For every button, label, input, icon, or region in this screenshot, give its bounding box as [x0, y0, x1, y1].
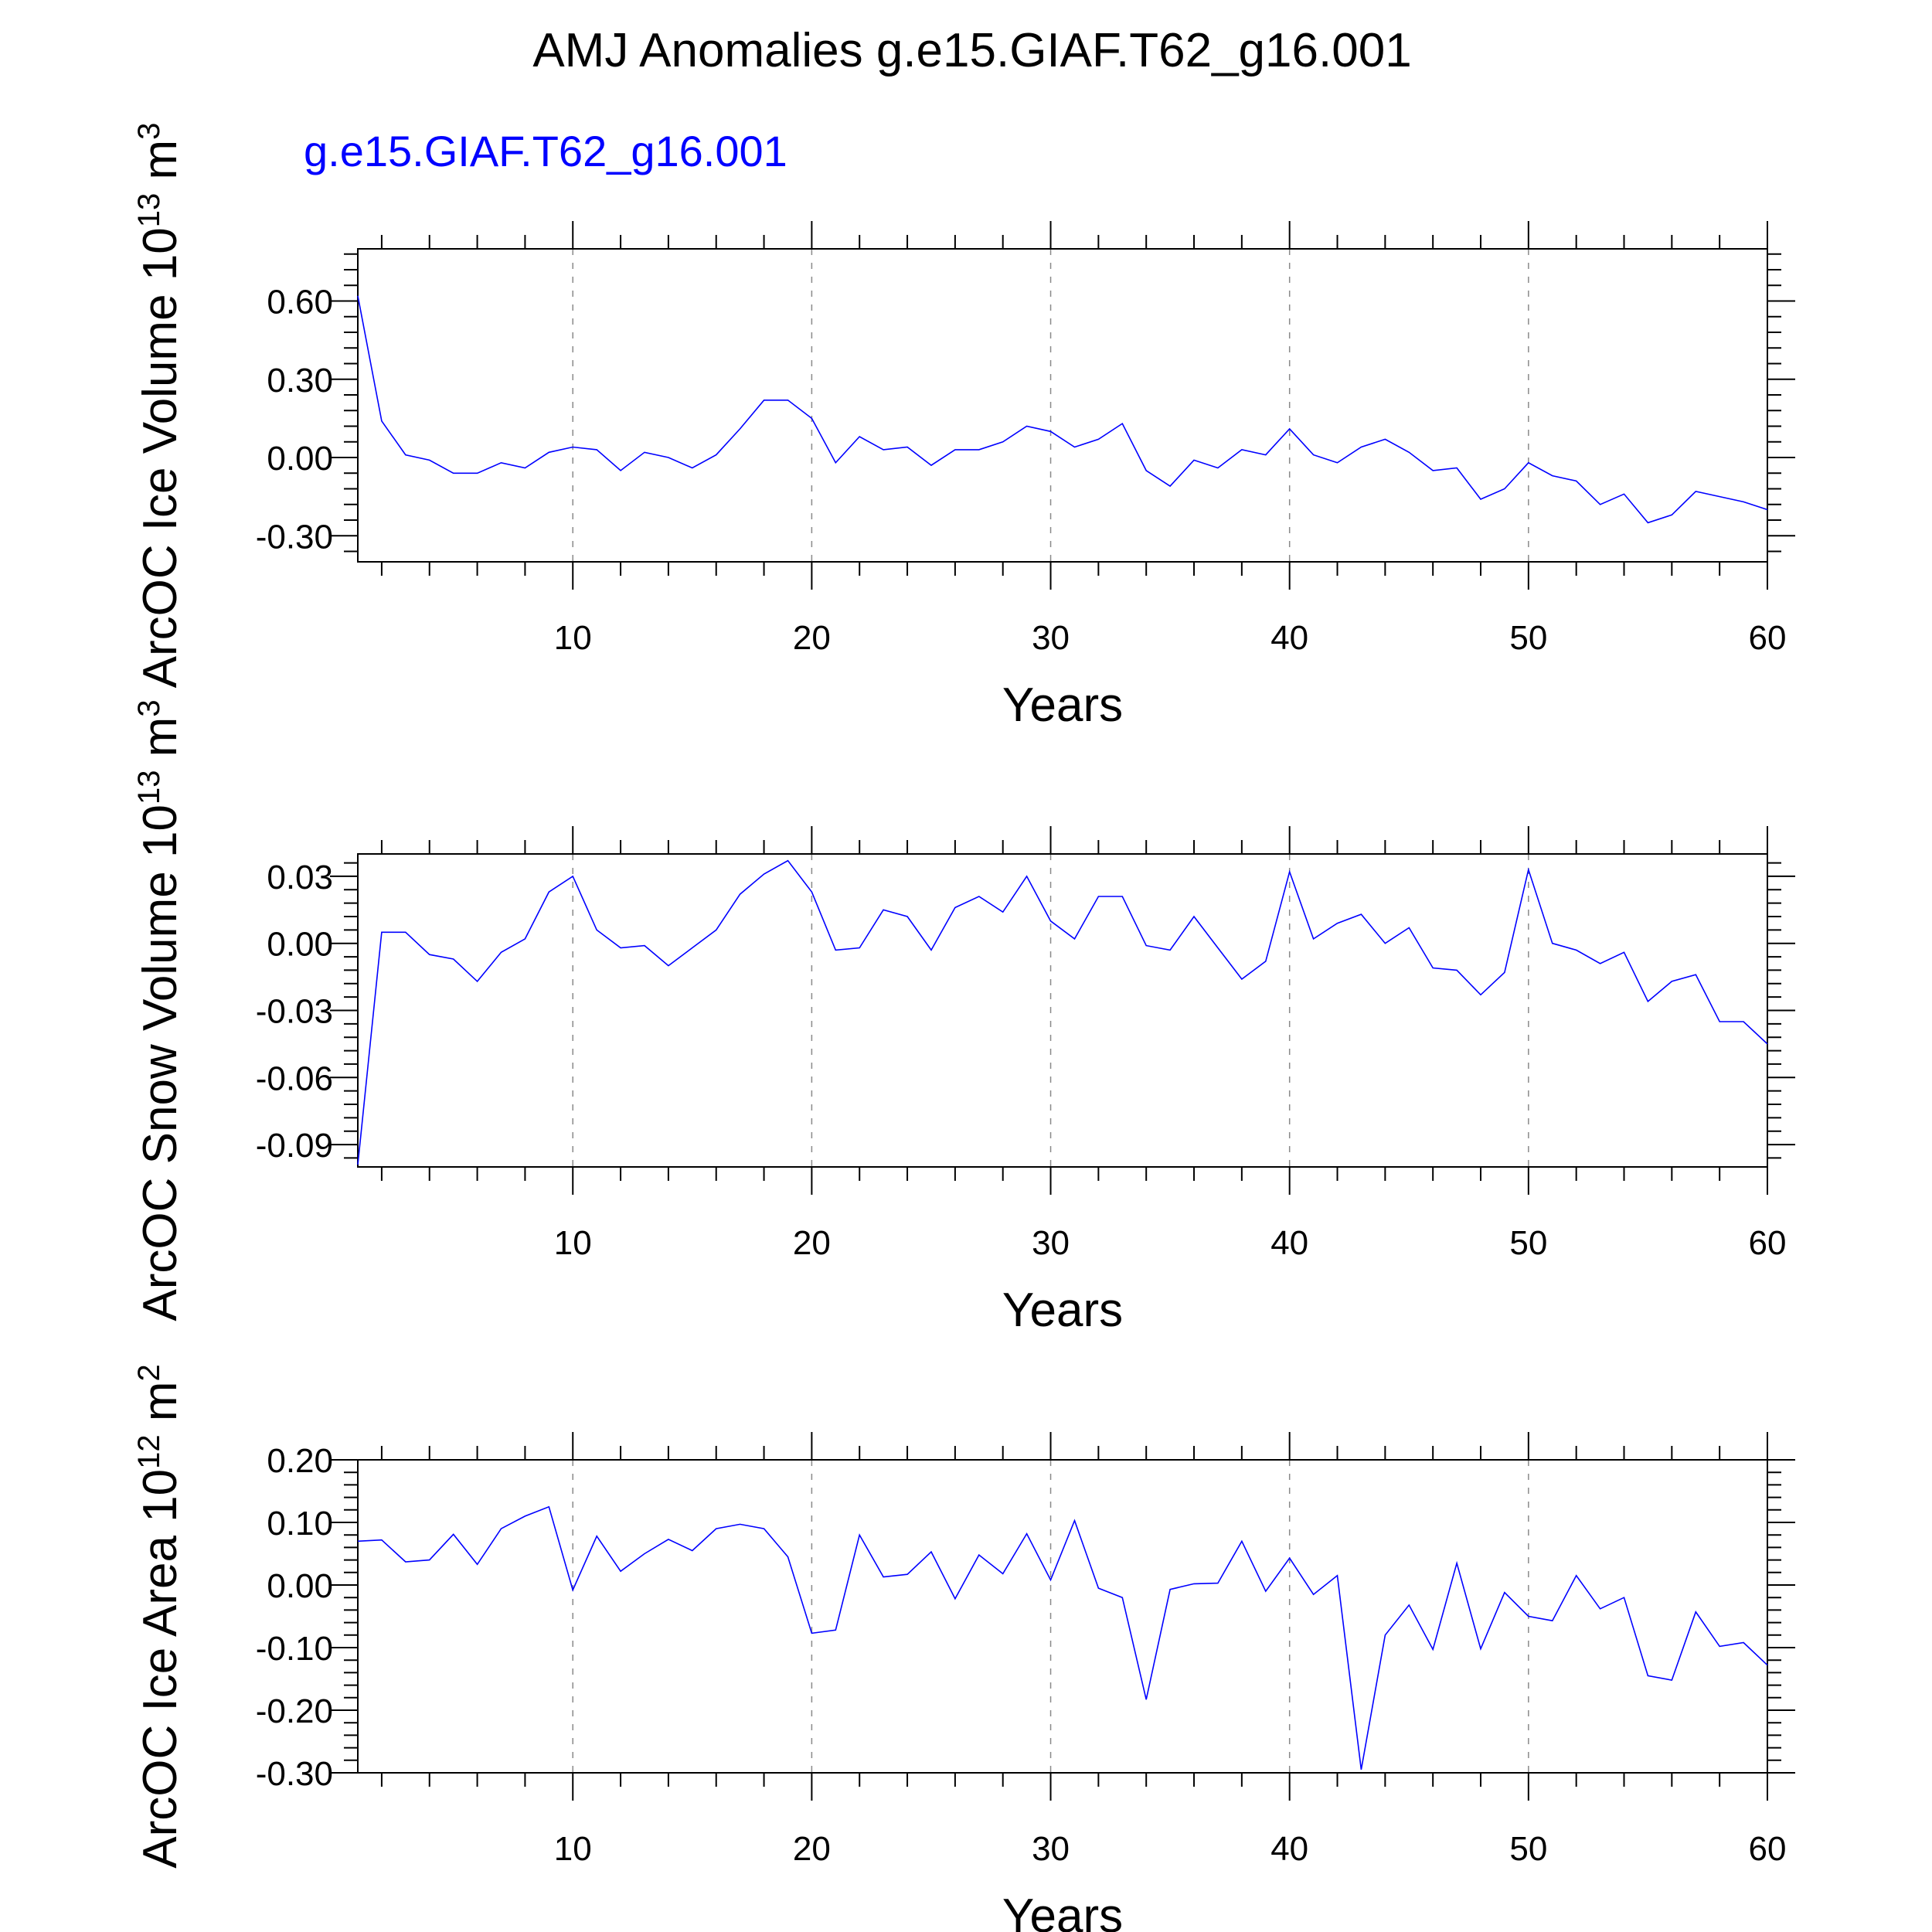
- ice-area-panel: -0.30 -0.20 -0.10 0.00 0.10 0.20 10 20 30 40 50 60 Y…: [132, 1364, 1795, 1932]
- ice-area-y-axis-label: ArcOC Ice Area 1012 m2: [132, 1364, 187, 1869]
- ice-area-x-tick-label: 30: [1032, 1830, 1070, 1868]
- ice-volume-x-axis-label: Years: [1002, 679, 1123, 732]
- y-axis-label-superscript: 2: [132, 1364, 166, 1381]
- ice-volume-x-tick-label: 10: [554, 619, 592, 657]
- snow-volume-y-tick-label: 0.03: [267, 859, 333, 896]
- ice-area-x-tick-label: 60: [1749, 1830, 1787, 1868]
- legend-label: g.e15.GIAF.T62_g16.001: [304, 127, 787, 175]
- ice-volume-x-tick-label: 60: [1749, 619, 1787, 657]
- y-axis-label-superscript: 3: [132, 699, 166, 716]
- ice-volume-y-axis-label: ArcOC Ice Volume 1013 m3: [132, 123, 187, 689]
- ice-volume-series-line: [357, 295, 1768, 524]
- ice-volume-panel: -0.30 0.00 0.30 0.60 10 20 30 40 50 60 Years ArcOC …: [132, 123, 1795, 732]
- snow-volume-x-tick-label: 60: [1749, 1224, 1787, 1262]
- snow-volume-x-tick-label: 10: [554, 1224, 592, 1262]
- ice-volume-plot-frame: [357, 248, 1768, 563]
- snow-volume-x-tick-label: 50: [1509, 1224, 1547, 1262]
- y-axis-label-superscript: 3: [132, 123, 166, 140]
- ice-area-y-tick-label: -0.10: [256, 1630, 333, 1668]
- ice-volume-x-tick-label: 50: [1509, 619, 1547, 657]
- figure-title: AMJ Anomalies g.e15.GIAF.T62_g16.001: [532, 24, 1411, 77]
- ice-volume-y-tick-label: 0.30: [267, 362, 333, 400]
- y-axis-label-text: m: [134, 140, 187, 193]
- ice-volume-y-tick-label: -0.30: [256, 518, 333, 556]
- snow-volume-series-line: [357, 859, 1768, 1165]
- ice-volume-y-tick-label: 0.60: [267, 284, 333, 321]
- snow-volume-y-axis-label: ArcOC Snow Volume 1013 m3: [132, 699, 187, 1321]
- ice-area-y-tick-label: 0.00: [267, 1567, 333, 1605]
- snow-volume-panel: -0.09 -0.06 -0.03 0.00 0.03 10 20 30 40 50 60 Years…: [132, 699, 1795, 1337]
- y-axis-label-text: m: [134, 717, 187, 770]
- ice-area-series-line: [357, 1505, 1768, 1770]
- snow-volume-y-tick-label: -0.03: [256, 993, 333, 1031]
- ice-area-x-tick-label: 50: [1509, 1830, 1547, 1868]
- ice-volume-y-tick-label: 0.00: [267, 440, 333, 478]
- snow-volume-x-tick-label: 30: [1032, 1224, 1070, 1262]
- ice-area-y-tick-label: -0.20: [256, 1692, 333, 1730]
- y-axis-label-text: ArcOC Snow Volume 10: [134, 804, 187, 1321]
- ice-area-x-tick-label: 10: [554, 1830, 592, 1868]
- snow-volume-y-tick-label: -0.09: [256, 1127, 333, 1165]
- y-axis-label-superscript: 13: [132, 770, 166, 805]
- y-axis-label-superscript: 12: [132, 1434, 166, 1469]
- y-axis-label-text: ArcOC Ice Volume 10: [134, 227, 187, 688]
- ice-area-plot-frame: [357, 1459, 1768, 1774]
- ice-volume-x-tick-label: 20: [793, 619, 831, 657]
- ice-area-y-tick-label: 0.10: [267, 1505, 333, 1543]
- y-axis-label-superscript: 13: [132, 193, 166, 228]
- ice-area-x-tick-label: 20: [793, 1830, 831, 1868]
- ice-area-y-tick-label: 0.20: [267, 1442, 333, 1480]
- ice-volume-x-tick-label: 30: [1032, 619, 1070, 657]
- snow-volume-y-tick-label: -0.06: [256, 1060, 333, 1097]
- snow-volume-x-axis-label: Years: [1002, 1284, 1123, 1337]
- snow-volume-y-tick-label: 0.00: [267, 926, 333, 964]
- ice-area-y-tick-label: -0.30: [256, 1755, 333, 1793]
- snow-volume-x-tick-label: 40: [1270, 1224, 1308, 1262]
- ice-volume-x-tick-label: 40: [1270, 619, 1308, 657]
- snow-volume-x-tick-label: 20: [793, 1224, 831, 1262]
- y-axis-label-text: m: [134, 1381, 187, 1434]
- y-axis-label-text: ArcOC Ice Area 10: [134, 1469, 187, 1869]
- ice-area-x-tick-label: 40: [1270, 1830, 1308, 1868]
- snow-volume-plot-frame: [357, 853, 1768, 1168]
- ice-area-x-axis-label: Years: [1002, 1889, 1123, 1932]
